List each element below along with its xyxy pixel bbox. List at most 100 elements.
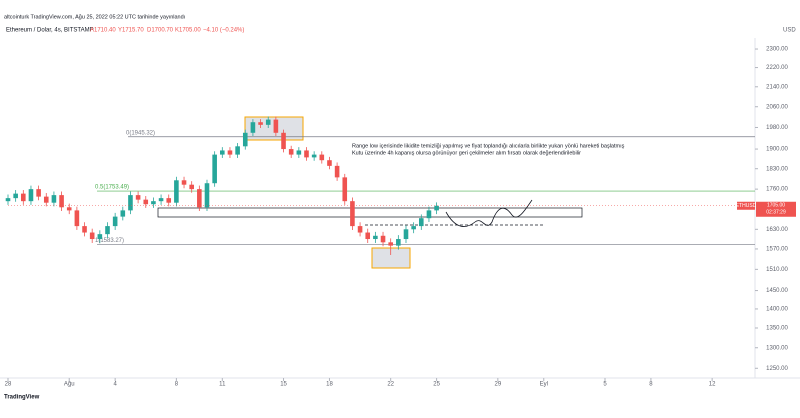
candle-body [220, 150, 225, 155]
annotation: Kutu üzerinde 4h kapanış olursa görünüyo… [352, 150, 581, 156]
candle-body [227, 150, 233, 155]
x-tick-label: 22 [387, 382, 394, 388]
candle-body [396, 239, 401, 246]
brand: TradingView [4, 395, 40, 401]
x-tick-label: 5 [603, 382, 607, 388]
y-tick-label: 2060.00 [766, 104, 788, 110]
candle-body [319, 154, 325, 161]
fib-label: 0.5(1753.49) [95, 185, 129, 191]
candle-body [304, 150, 309, 158]
candle-body [143, 199, 149, 205]
x-tick-label: Eyl [540, 382, 548, 388]
x-tick-label: 12 [709, 382, 716, 388]
price-tag-text: ETHUSD [736, 203, 757, 209]
x-tick-label: 15 [280, 382, 287, 388]
candle-body [97, 234, 103, 240]
candle-body [66, 207, 72, 211]
candle-body [204, 183, 210, 208]
candle-body [426, 210, 432, 219]
y-tick-label: 1510.00 [766, 267, 788, 273]
x-tick-label: 8 [175, 382, 179, 388]
x-tick-label: 4 [113, 382, 117, 388]
price-tag-symbol [737, 201, 755, 210]
candle-body [235, 146, 240, 155]
candle-body [273, 119, 279, 133]
candle-body [59, 195, 64, 208]
candle-body [419, 218, 424, 227]
x-tick-label: 29 [494, 382, 501, 388]
candle-body [342, 177, 348, 202]
candle-body [434, 205, 439, 211]
y-tick-label: 2140.00 [766, 84, 788, 90]
symbol: Ethereum / Dolar, 4s, BITSTAMP [6, 28, 94, 34]
candle-body [242, 132, 248, 147]
ohlc-open: A1710.40 [90, 28, 116, 34]
ohlc-close: K1705.00 [175, 28, 201, 34]
candle-body [112, 216, 118, 227]
box [157, 207, 583, 218]
candle-body [74, 210, 80, 227]
candle-body [82, 226, 87, 233]
x-tick-label: 25 [433, 382, 440, 388]
candle-body [28, 189, 34, 202]
candle-body [296, 150, 302, 155]
candle-body [36, 189, 41, 197]
annotation: Range low içerisinde likidite temizliği … [352, 143, 625, 149]
x-tick-label: Ağu [64, 382, 75, 388]
candle-body [189, 184, 194, 190]
candle-body [212, 154, 217, 184]
candle-body [51, 195, 57, 203]
x-tick-label: 28 [5, 382, 12, 388]
candle-body [388, 242, 393, 246]
candle-body [135, 195, 141, 200]
candle-body [158, 198, 164, 202]
x-tick-label: 11 [219, 382, 226, 388]
candle-body [13, 193, 18, 199]
candle-body [258, 122, 263, 125]
y-tick-label: 1300.00 [766, 345, 788, 351]
candle-body [380, 235, 386, 243]
x-tick-label: 8 [649, 382, 653, 388]
candle-body [89, 232, 95, 240]
candle-body [411, 226, 416, 230]
candle-body [166, 198, 172, 203]
price-tag-text: 1705.00 [767, 203, 785, 209]
candle-body [174, 180, 179, 203]
candle-body [128, 195, 133, 211]
candle-body [5, 198, 11, 202]
candle-body [327, 160, 332, 166]
published: altcointurk TradingView.com, Ağu 25, 202… [4, 14, 185, 20]
candle-body [43, 196, 49, 203]
candle-body [21, 193, 26, 202]
candle-body [311, 154, 317, 158]
ohlc-high: Y1715.70 [118, 28, 144, 34]
candle-body [334, 165, 340, 178]
candle-body [365, 232, 371, 240]
y-tick-label: 1760.00 [766, 187, 788, 193]
y-tick-label: 1830.00 [766, 166, 788, 172]
price-tag-text: 02:37:29 [766, 210, 786, 216]
y-tick-label: 1980.00 [766, 125, 788, 131]
y-tick-label: 2220.00 [766, 65, 788, 71]
candle-body [350, 201, 355, 227]
y-tick-label: 1450.00 [766, 288, 788, 294]
currency: USD [783, 28, 796, 34]
fib-label: 1(1583.27) [95, 238, 124, 244]
candle-body [281, 132, 286, 150]
candle-body [265, 119, 271, 125]
y-tick-label: 1900.00 [766, 147, 788, 153]
candle-body [403, 229, 409, 240]
candle-body [288, 149, 294, 155]
candle-body [197, 189, 202, 208]
candle-body [151, 201, 156, 205]
candle-body [105, 226, 110, 235]
x-tick-label: 18 [326, 382, 333, 388]
ohlc-change: −4.10 (−0.24%) [203, 28, 244, 34]
y-tick-label: 1630.00 [766, 227, 788, 233]
ohlc-low: D1700.70 [147, 28, 174, 34]
candle-body [373, 235, 378, 240]
candle-body [357, 226, 363, 233]
y-tick-label: 1570.00 [766, 247, 788, 253]
y-tick-label: 1250.00 [766, 366, 788, 372]
